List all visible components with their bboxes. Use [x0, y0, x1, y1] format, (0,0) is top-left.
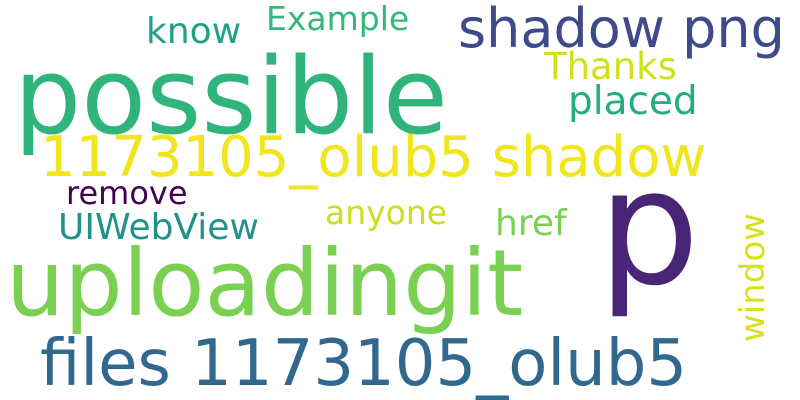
word-thanks: Thanks — [544, 45, 677, 88]
word-window: window — [733, 213, 773, 342]
word-anyone: anyone — [325, 193, 448, 232]
word-uiwebview: UIWebView — [58, 207, 259, 248]
word-olub5-shadow: 1173105_olub5 shadow — [40, 125, 707, 190]
word-placed: placed — [568, 79, 698, 124]
word-possible: possible — [14, 35, 448, 158]
word-href: href — [495, 203, 567, 244]
word-remove: remove — [66, 174, 188, 212]
word-uploadingit: uploadingit — [6, 230, 524, 337]
word-shadow-png: shadow png — [458, 0, 785, 60]
word-example: Example — [266, 0, 410, 38]
word-know: know — [146, 11, 242, 52]
word-p: p — [598, 134, 700, 321]
word-files-olub5: files 1173105_olub5 — [40, 327, 688, 400]
